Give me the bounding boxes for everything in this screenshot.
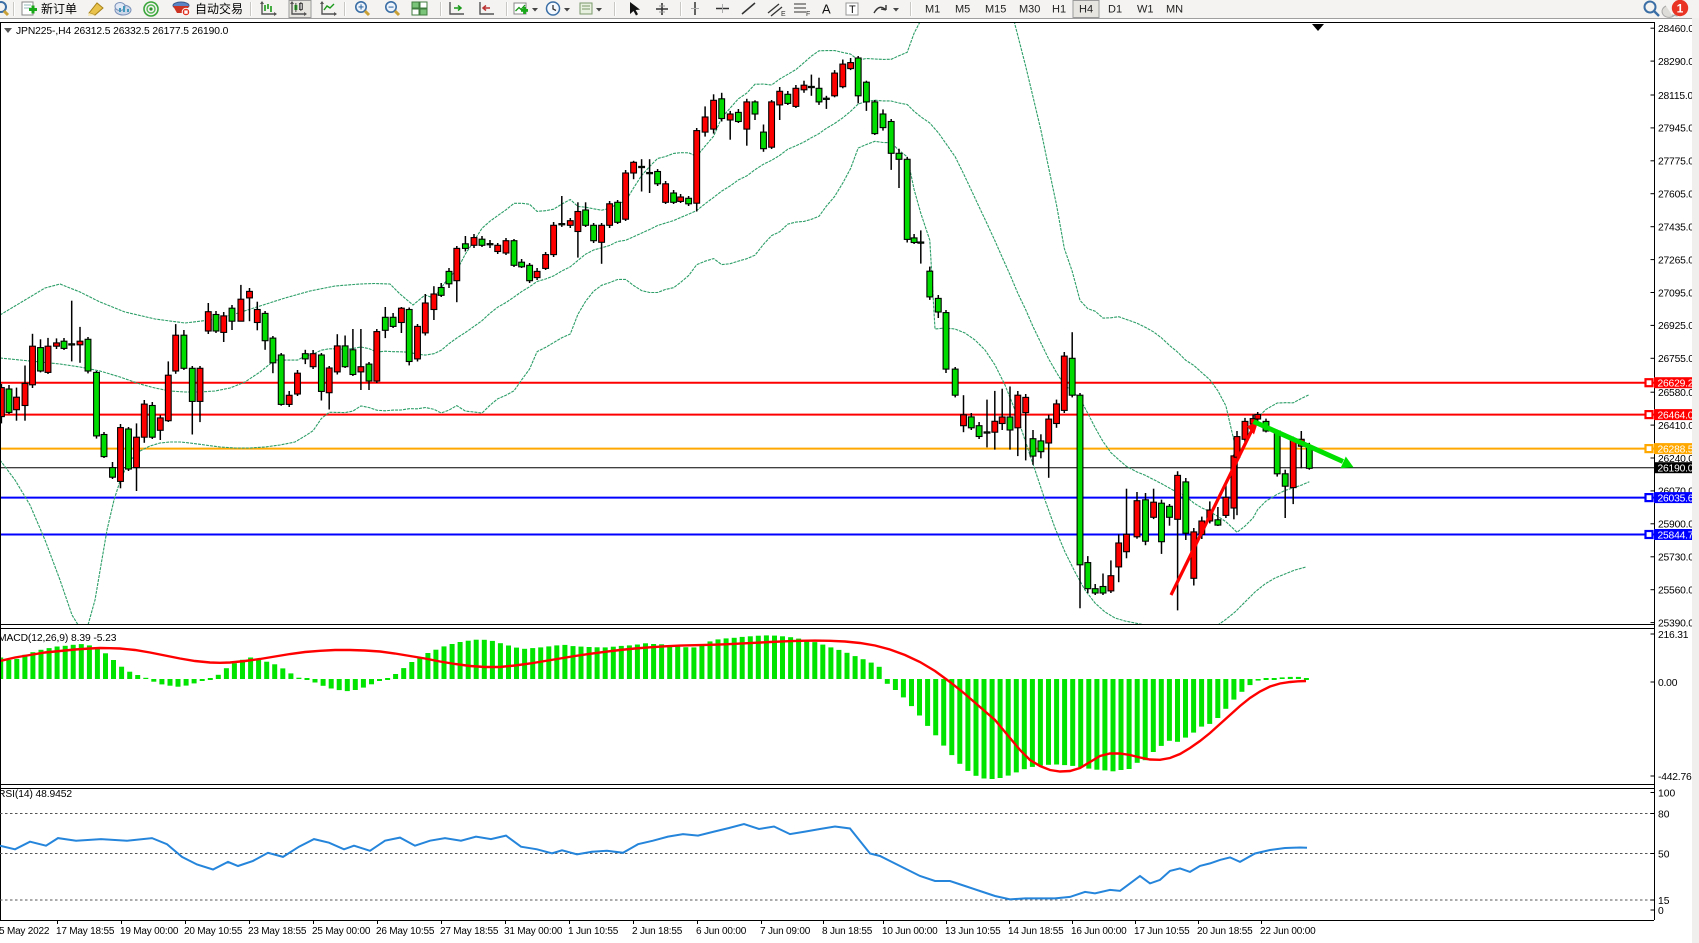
svg-text:25 May 00:00: 25 May 00:00 bbox=[312, 926, 371, 937]
svg-text:100: 100 bbox=[1658, 788, 1675, 799]
svg-text:25730.0: 25730.0 bbox=[1658, 553, 1694, 564]
svg-text:216.31: 216.31 bbox=[1658, 630, 1689, 641]
svg-text:M30: M30 bbox=[1019, 4, 1040, 16]
svg-text:20 Jun 18:55: 20 Jun 18:55 bbox=[1197, 926, 1253, 937]
svg-text:-442.76: -442.76 bbox=[1658, 772, 1692, 783]
svg-text:19 May 00:00: 19 May 00:00 bbox=[120, 926, 179, 937]
svg-text:27265.0: 27265.0 bbox=[1658, 255, 1694, 266]
svg-text:H1: H1 bbox=[1052, 4, 1066, 16]
svg-text:6 Jun 00:00: 6 Jun 00:00 bbox=[696, 926, 747, 937]
svg-text:MN: MN bbox=[1166, 4, 1183, 16]
svg-text:25844.7: 25844.7 bbox=[1658, 530, 1694, 541]
svg-text:26288.5: 26288.5 bbox=[1658, 444, 1694, 455]
svg-text:M1: M1 bbox=[925, 4, 940, 16]
svg-text:26464.0: 26464.0 bbox=[1658, 410, 1694, 421]
svg-text:17 Jun 10:55: 17 Jun 10:55 bbox=[1134, 926, 1190, 937]
svg-text:14 Jun 18:55: 14 Jun 18:55 bbox=[1008, 926, 1064, 937]
svg-text:28115.0: 28115.0 bbox=[1658, 91, 1694, 102]
svg-text:1 Jun 10:55: 1 Jun 10:55 bbox=[568, 926, 619, 937]
svg-text:JPN225-,H4 26312.5 26332.5 26: JPN225-,H4 26312.5 26332.5 26177.5 26190… bbox=[16, 26, 229, 37]
svg-text:26410.0: 26410.0 bbox=[1658, 421, 1694, 432]
svg-text:26 May 10:55: 26 May 10:55 bbox=[376, 926, 435, 937]
svg-text:7 Jun 09:00: 7 Jun 09:00 bbox=[760, 926, 811, 937]
svg-text:0.00: 0.00 bbox=[1658, 678, 1678, 689]
svg-text:10 Jun 00:00: 10 Jun 00:00 bbox=[882, 926, 938, 937]
svg-text:M15: M15 bbox=[985, 4, 1006, 16]
svg-text:50: 50 bbox=[1658, 849, 1670, 860]
svg-text:26035.6: 26035.6 bbox=[1658, 493, 1694, 504]
svg-text:25560.0: 25560.0 bbox=[1658, 586, 1694, 597]
svg-text:27945.0: 27945.0 bbox=[1658, 124, 1694, 135]
svg-text:1: 1 bbox=[1677, 2, 1684, 16]
svg-text:27605.0: 27605.0 bbox=[1658, 190, 1694, 201]
svg-text:22 Jun 00:00: 22 Jun 00:00 bbox=[1260, 926, 1316, 937]
svg-text:W1: W1 bbox=[1137, 4, 1154, 16]
svg-text:26755.0: 26755.0 bbox=[1658, 354, 1694, 365]
svg-text:D1: D1 bbox=[1108, 4, 1122, 16]
svg-text:27095.0: 27095.0 bbox=[1658, 288, 1694, 299]
svg-text:F: F bbox=[806, 11, 810, 18]
svg-text:15: 15 bbox=[1658, 896, 1670, 907]
svg-text:RSI(14) 48.9452: RSI(14) 48.9452 bbox=[0, 789, 72, 800]
svg-text:26925.0: 26925.0 bbox=[1658, 321, 1694, 332]
svg-text:26580.0: 26580.0 bbox=[1658, 388, 1694, 399]
svg-text:16 Jun 00:00: 16 Jun 00:00 bbox=[1071, 926, 1127, 937]
svg-text:H4: H4 bbox=[1079, 4, 1093, 16]
svg-text:T: T bbox=[849, 4, 856, 16]
svg-text:13 Jun 10:55: 13 Jun 10:55 bbox=[945, 926, 1001, 937]
svg-text:26629.2: 26629.2 bbox=[1658, 379, 1694, 390]
svg-text:26240.0: 26240.0 bbox=[1658, 454, 1694, 465]
svg-text:28290.0: 28290.0 bbox=[1658, 57, 1694, 68]
svg-text:23 May 18:55: 23 May 18:55 bbox=[248, 926, 307, 937]
svg-text:A: A bbox=[822, 2, 831, 17]
svg-text:27435.0: 27435.0 bbox=[1658, 223, 1694, 234]
svg-text:31 May 00:00: 31 May 00:00 bbox=[504, 926, 563, 937]
svg-text:E: E bbox=[781, 11, 786, 18]
svg-text:+: + bbox=[358, 3, 364, 14]
svg-text:17 May 18:55: 17 May 18:55 bbox=[56, 926, 115, 937]
svg-text:25390.0: 25390.0 bbox=[1658, 618, 1694, 629]
svg-text:20 May 10:55: 20 May 10:55 bbox=[184, 926, 243, 937]
svg-text:M5: M5 bbox=[955, 4, 970, 16]
svg-text:0: 0 bbox=[1658, 906, 1664, 917]
svg-text:自动交易: 自动交易 bbox=[195, 1, 243, 16]
svg-text:8 Jun 18:55: 8 Jun 18:55 bbox=[822, 926, 873, 937]
svg-text:27775.0: 27775.0 bbox=[1658, 157, 1694, 168]
svg-text:新订单: 新订单 bbox=[41, 1, 77, 16]
svg-text:2 Jun 18:55: 2 Jun 18:55 bbox=[632, 926, 683, 937]
svg-text:5 May 2022: 5 May 2022 bbox=[0, 926, 50, 937]
svg-text:25900.0: 25900.0 bbox=[1658, 520, 1694, 531]
svg-text:26190.0: 26190.0 bbox=[1658, 464, 1694, 475]
svg-text:80: 80 bbox=[1658, 809, 1670, 820]
svg-text:MACD(12,26,9) 8.39 -5.23: MACD(12,26,9) 8.39 -5.23 bbox=[0, 633, 117, 644]
svg-text:−: − bbox=[388, 3, 394, 14]
svg-text:28460.0: 28460.0 bbox=[1658, 24, 1694, 35]
svg-text:27 May 18:55: 27 May 18:55 bbox=[440, 926, 499, 937]
